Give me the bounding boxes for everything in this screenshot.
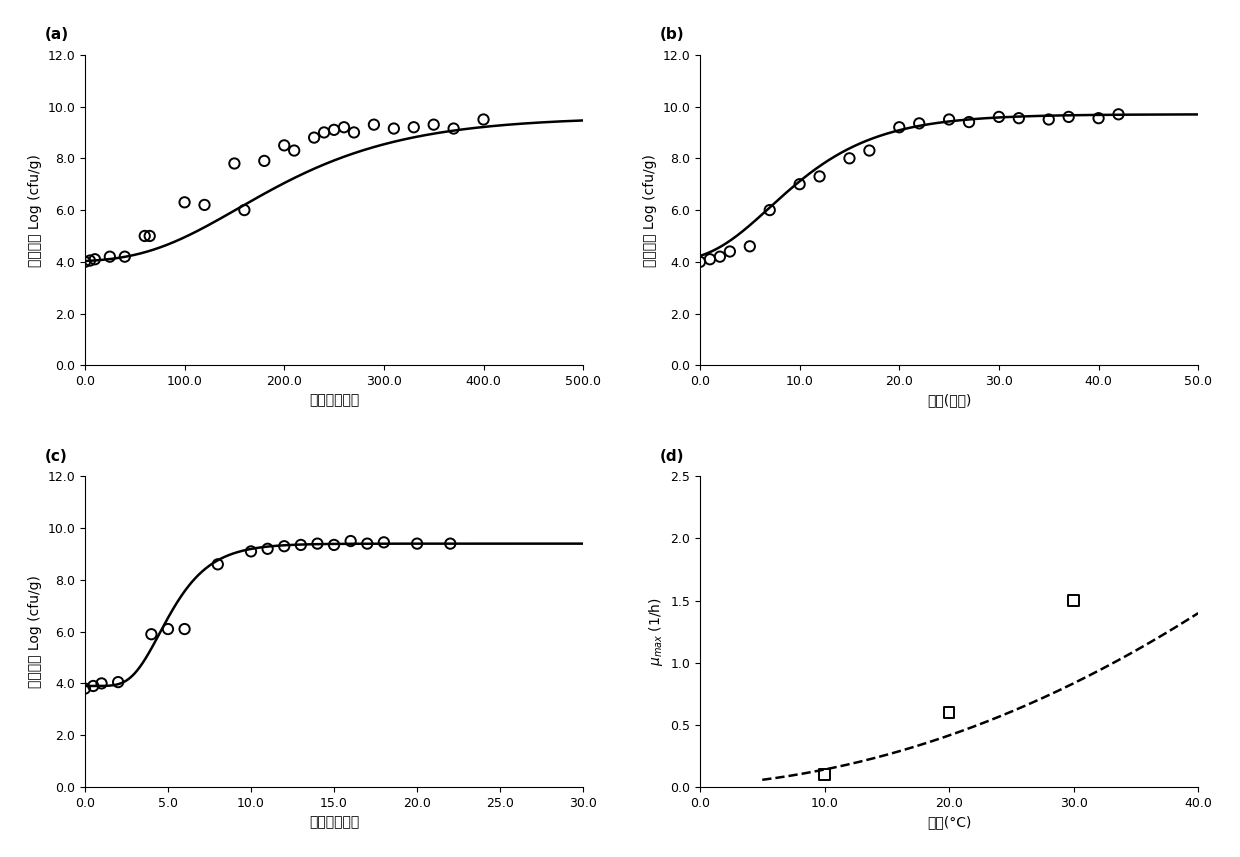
Point [374,536,394,549]
Point [424,117,444,131]
Point [284,144,304,158]
Point [100,250,120,264]
Y-axis label: $\mu_{max}$ (1/h): $\mu_{max}$ (1/h) [647,597,665,666]
Text: (c): (c) [45,449,68,464]
Point [258,542,278,555]
Point [241,544,260,558]
Point [74,255,94,269]
Text: (d): (d) [660,449,684,464]
Point [274,139,294,153]
Point [407,536,427,550]
Point [234,203,254,217]
X-axis label: 时间（小时）: 时间（小时） [309,815,360,830]
Point [889,120,909,134]
Point [314,126,334,140]
Point [365,117,384,131]
Point [254,154,274,168]
Point [839,152,859,165]
Point [175,622,195,636]
Point [140,229,160,243]
X-axis label: 时间(小时): 时间(小时) [928,393,971,408]
Y-axis label: 菌落浓度 Log (cfu/g): 菌落浓度 Log (cfu/g) [642,153,657,267]
Point [343,126,363,140]
Point [1059,110,1079,123]
Point [274,539,294,553]
Y-axis label: 菌落浓度 Log (cfu/g): 菌落浓度 Log (cfu/g) [27,153,42,267]
Point [740,239,760,253]
Point [108,675,128,689]
Point [691,255,711,269]
Point [384,122,404,135]
Point [1064,594,1084,608]
Point [1009,111,1029,125]
Point [195,198,215,212]
Point [810,170,830,183]
Point [308,536,327,550]
Point [86,253,105,267]
Point [81,254,100,267]
Point [92,676,112,690]
Point [959,115,978,129]
Point [141,627,161,641]
Point [815,768,835,782]
Point [357,536,377,550]
Point [474,112,494,126]
Point [1089,111,1109,125]
Point [74,681,94,695]
Point [990,110,1009,123]
Point [444,122,464,135]
Point [291,538,311,552]
Point [334,120,353,134]
Point [440,536,460,550]
Point [115,250,135,264]
X-axis label: 温度(°C): 温度(°C) [928,815,971,830]
Point [1109,107,1128,121]
Point [939,112,959,126]
Point [208,558,228,572]
Point [720,244,740,258]
Point [711,250,730,264]
Point [1039,112,1059,126]
Y-axis label: 菌落浓度 Log (cfu/g): 菌落浓度 Log (cfu/g) [27,575,42,688]
Point [790,177,810,191]
Point [701,253,720,267]
Point [175,195,195,209]
Point [157,622,177,636]
Point [324,123,343,137]
Point [324,538,343,552]
X-axis label: 时间（小时）: 时间（小时） [309,393,360,408]
Point [859,144,879,158]
Point [404,120,424,134]
Text: (b): (b) [660,27,684,42]
Point [224,157,244,171]
Point [83,679,103,692]
Point [760,203,780,217]
Point [939,705,959,719]
Point [341,534,361,548]
Point [909,117,929,130]
Point [304,131,324,145]
Text: (a): (a) [45,27,69,42]
Point [135,229,155,243]
